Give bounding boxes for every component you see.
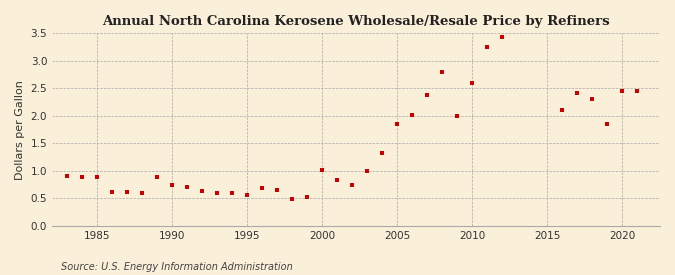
Point [77, 175, 88, 180]
Point [362, 169, 373, 174]
Point [482, 44, 493, 49]
Point [272, 188, 283, 192]
Text: Source: U.S. Energy Information Administration: Source: U.S. Energy Information Administ… [61, 262, 292, 272]
Point [107, 189, 117, 194]
Point [302, 194, 313, 199]
Y-axis label: Dollars per Gallon: Dollars per Gallon [15, 80, 25, 180]
Point [497, 35, 508, 39]
Point [61, 174, 72, 178]
Point [587, 97, 598, 101]
Title: Annual North Carolina Kerosene Wholesale/Resale Price by Refiners: Annual North Carolina Kerosene Wholesale… [102, 15, 610, 28]
Point [242, 192, 252, 197]
Point [196, 189, 207, 193]
Point [347, 183, 358, 187]
Point [332, 178, 343, 182]
Point [287, 197, 298, 201]
Point [467, 81, 478, 85]
Point [557, 108, 568, 112]
Point [137, 191, 148, 195]
Point [422, 93, 433, 97]
Point [212, 191, 223, 195]
Point [227, 191, 238, 195]
Point [452, 114, 463, 118]
Point [167, 182, 178, 187]
Point [572, 90, 583, 95]
Point [92, 175, 103, 180]
Point [317, 168, 327, 172]
Point [377, 151, 387, 155]
Point [437, 70, 448, 74]
Point [182, 185, 192, 189]
Point [152, 175, 163, 180]
Point [617, 89, 628, 93]
Point [602, 122, 613, 126]
Point [632, 89, 643, 93]
Point [256, 186, 267, 191]
Point [407, 113, 418, 117]
Point [122, 189, 132, 194]
Point [392, 121, 403, 126]
